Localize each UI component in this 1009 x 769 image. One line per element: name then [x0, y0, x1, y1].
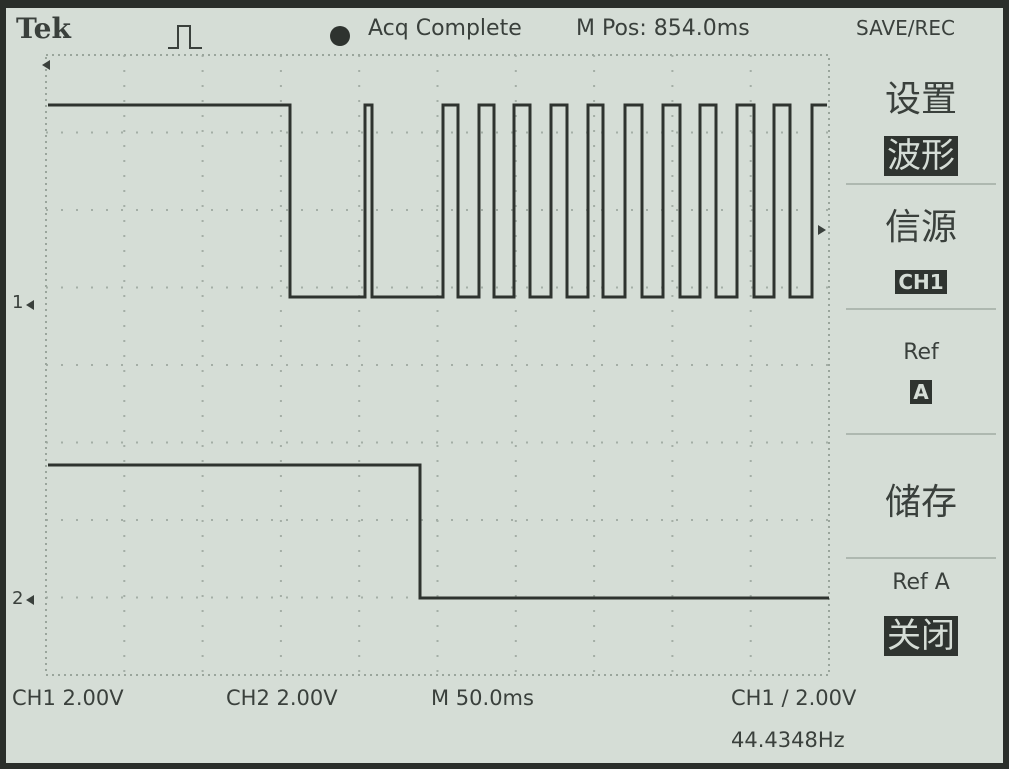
- horizontal-position: M Pos: 854.0ms: [576, 16, 750, 41]
- trigger-level-marker: [818, 225, 826, 235]
- frequency: 44.4348Hz: [731, 728, 845, 752]
- menu-title: SAVE/REC: [856, 16, 955, 40]
- menu-divider: [846, 557, 996, 559]
- menu-label[interactable]: 储存: [841, 473, 1001, 525]
- menu-label[interactable]: 信源: [841, 198, 1001, 250]
- acquisition-status: Acq Complete: [368, 16, 522, 41]
- brand: Tek: [16, 12, 71, 45]
- menu-option[interactable]: A: [841, 380, 1001, 404]
- menu-option[interactable]: 关闭: [841, 608, 1001, 657]
- ch1-ground-marker: [26, 300, 34, 310]
- menu-option-text: CH1: [895, 270, 946, 294]
- menu-option-text: 波形: [884, 136, 958, 176]
- menu-label[interactable]: Ref: [841, 340, 1001, 365]
- menu-option[interactable]: 波形: [841, 128, 1001, 177]
- acq-indicator: [328, 24, 352, 48]
- menu-divider: [846, 183, 996, 185]
- ch2-scale: CH2 2.00V: [226, 686, 338, 710]
- ch2-marker: 2: [12, 588, 23, 609]
- ch2-ground-marker: [26, 595, 34, 605]
- menu-option-text: A: [910, 380, 931, 404]
- trigger-icon: [166, 20, 226, 60]
- menu-option[interactable]: CH1: [841, 270, 1001, 294]
- trigger-position-marker: [42, 60, 50, 70]
- menu-divider: [846, 433, 996, 435]
- ch2-waveform: [48, 465, 829, 598]
- oscilloscope-screen: Tek Acq Complete M Pos: 854.0ms SAVE/REC…: [6, 8, 1003, 763]
- ch1-waveform: [48, 105, 827, 297]
- trigger-setting: CH1 / 2.00V: [731, 686, 856, 710]
- timebase: M 50.0ms: [431, 686, 534, 710]
- ch1-scale: CH1 2.00V: [12, 686, 124, 710]
- menu-option-text: 关闭: [884, 616, 958, 656]
- menu-divider: [846, 308, 996, 310]
- menu-label[interactable]: Ref A: [841, 570, 1001, 595]
- menu-label[interactable]: 设置: [841, 70, 1001, 122]
- page: Tek Acq Complete M Pos: 854.0ms SAVE/REC…: [0, 0, 1009, 769]
- ch1-marker: 1: [12, 292, 23, 313]
